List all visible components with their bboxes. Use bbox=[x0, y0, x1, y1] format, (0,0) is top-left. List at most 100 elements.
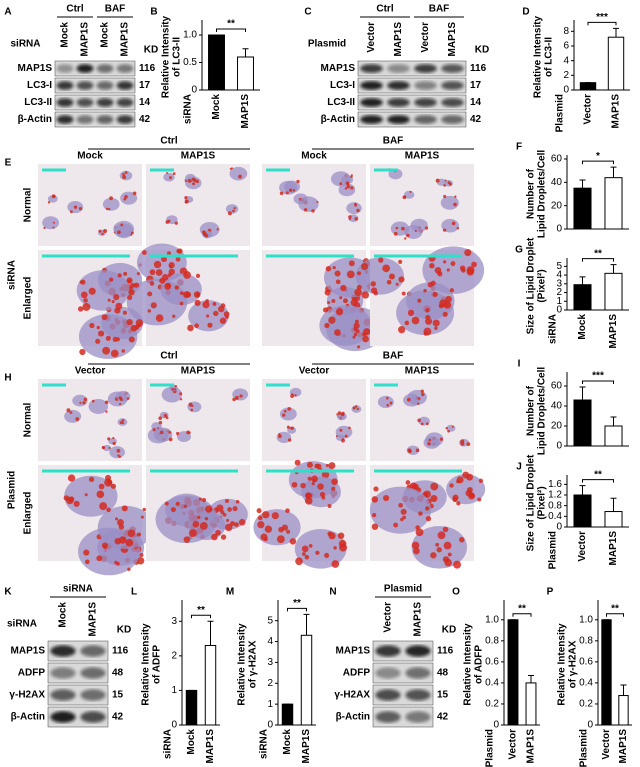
y-axis-label: of γ-H2AX bbox=[248, 640, 259, 688]
lipid-droplet bbox=[114, 537, 121, 545]
lipid-droplet bbox=[339, 543, 348, 552]
lipid-droplet bbox=[98, 330, 105, 337]
lipid-droplet bbox=[278, 434, 282, 439]
lipid-droplet bbox=[466, 268, 475, 276]
blot-band bbox=[375, 645, 401, 657]
y-tick-label: 0.2 bbox=[579, 699, 593, 710]
error-bar bbox=[610, 416, 617, 426]
y-tick-label: 1.6 bbox=[548, 479, 562, 490]
lipid-droplet bbox=[120, 223, 124, 227]
panel-letter: O bbox=[452, 587, 460, 598]
lipid-droplet bbox=[82, 401, 86, 405]
lipid-droplet bbox=[108, 277, 114, 282]
lipid-droplet bbox=[354, 288, 362, 297]
lipid-droplet bbox=[47, 201, 51, 204]
y-tick-label: 8 bbox=[563, 26, 569, 37]
blot-band bbox=[116, 64, 134, 73]
significance-bracket bbox=[582, 160, 614, 165]
bar bbox=[281, 703, 294, 726]
lipid-droplet bbox=[79, 401, 82, 404]
significance-label: ** bbox=[227, 19, 235, 30]
error-bar bbox=[579, 386, 586, 400]
lipid-droplet bbox=[382, 494, 390, 502]
lane-label: Mock bbox=[60, 22, 71, 48]
kd-header: KD bbox=[117, 625, 131, 636]
y-axis-label: Relative Intensity bbox=[557, 623, 568, 706]
lipid-droplet bbox=[335, 308, 344, 316]
lipid-droplet bbox=[417, 418, 421, 423]
lipid-droplet bbox=[134, 282, 140, 288]
lipid-droplet bbox=[83, 298, 88, 303]
lipid-droplet bbox=[83, 397, 88, 402]
lipid-droplet bbox=[232, 506, 238, 512]
kd-value: 116 bbox=[112, 646, 129, 657]
y-tick-label: 0 bbox=[587, 720, 593, 731]
significance-label: ** bbox=[293, 598, 301, 609]
lipid-droplet bbox=[437, 271, 443, 277]
row-label: Normal bbox=[23, 188, 34, 223]
blot-band bbox=[414, 115, 437, 124]
lipid-droplet bbox=[413, 547, 420, 555]
lipid-droplet bbox=[127, 567, 131, 572]
blot-band bbox=[405, 689, 431, 701]
lipid-droplet bbox=[168, 437, 173, 442]
cell bbox=[335, 425, 353, 439]
lipid-droplet bbox=[206, 314, 210, 318]
lipid-droplet bbox=[167, 273, 172, 277]
lipid-droplet bbox=[278, 526, 284, 533]
lipid-droplet bbox=[89, 322, 95, 329]
bar bbox=[573, 399, 592, 447]
lipid-droplet bbox=[73, 205, 78, 209]
error-bar bbox=[610, 497, 617, 512]
lipid-droplet bbox=[101, 232, 104, 236]
lipid-droplet bbox=[238, 174, 242, 179]
y-tick-label: 0.6 bbox=[485, 657, 499, 668]
lipid-droplet bbox=[142, 507, 147, 512]
blot-band bbox=[116, 115, 134, 124]
lipid-droplet bbox=[118, 455, 122, 458]
lipid-droplet bbox=[321, 470, 330, 479]
lipid-droplet bbox=[464, 249, 472, 257]
blot-strip bbox=[54, 60, 136, 77]
lipid-droplet bbox=[421, 392, 425, 397]
cell bbox=[319, 305, 372, 346]
lipid-droplet bbox=[335, 279, 341, 285]
lipid-droplet bbox=[357, 345, 361, 349]
kd-value: 15 bbox=[112, 690, 124, 701]
cell bbox=[298, 196, 319, 212]
lipid-droplet bbox=[128, 289, 135, 296]
protein-label: γ-H2AX bbox=[334, 690, 370, 701]
lane-label: Mock bbox=[100, 22, 111, 48]
lipid-droplet bbox=[291, 481, 298, 488]
lipid-droplet bbox=[386, 403, 390, 407]
column-label: MAP1S bbox=[181, 151, 216, 162]
panel-letter: H bbox=[4, 373, 11, 384]
lipid-droplet bbox=[425, 307, 430, 313]
panel-letter: F bbox=[516, 142, 522, 153]
lipid-droplet bbox=[78, 207, 83, 211]
lipid-droplet bbox=[314, 463, 319, 469]
lipid-droplet bbox=[184, 200, 188, 204]
protein-label: ADFP bbox=[343, 668, 371, 679]
lipid-droplet bbox=[201, 498, 207, 503]
lipid-droplet bbox=[174, 221, 178, 225]
panel-letter: B bbox=[150, 7, 157, 18]
lipid-droplet bbox=[334, 329, 341, 336]
lipid-droplet bbox=[112, 436, 115, 440]
y-tick-label: 0 bbox=[171, 720, 177, 731]
lipid-droplet bbox=[415, 528, 424, 537]
lipid-droplet bbox=[95, 338, 101, 344]
lipid-droplet bbox=[232, 397, 236, 402]
lipid-droplet bbox=[447, 181, 451, 185]
lipid-droplet bbox=[204, 233, 209, 238]
y-tick-label: 1 bbox=[171, 685, 177, 696]
cell bbox=[113, 220, 135, 237]
lipid-droplet bbox=[354, 203, 358, 207]
lipid-droplet bbox=[107, 437, 111, 441]
bar bbox=[300, 634, 313, 726]
blot-band bbox=[387, 81, 410, 90]
lipid-droplet bbox=[339, 428, 343, 432]
lipid-droplet bbox=[435, 542, 440, 547]
lipid-droplet bbox=[264, 525, 273, 533]
group-label: Plasmid bbox=[548, 531, 559, 569]
